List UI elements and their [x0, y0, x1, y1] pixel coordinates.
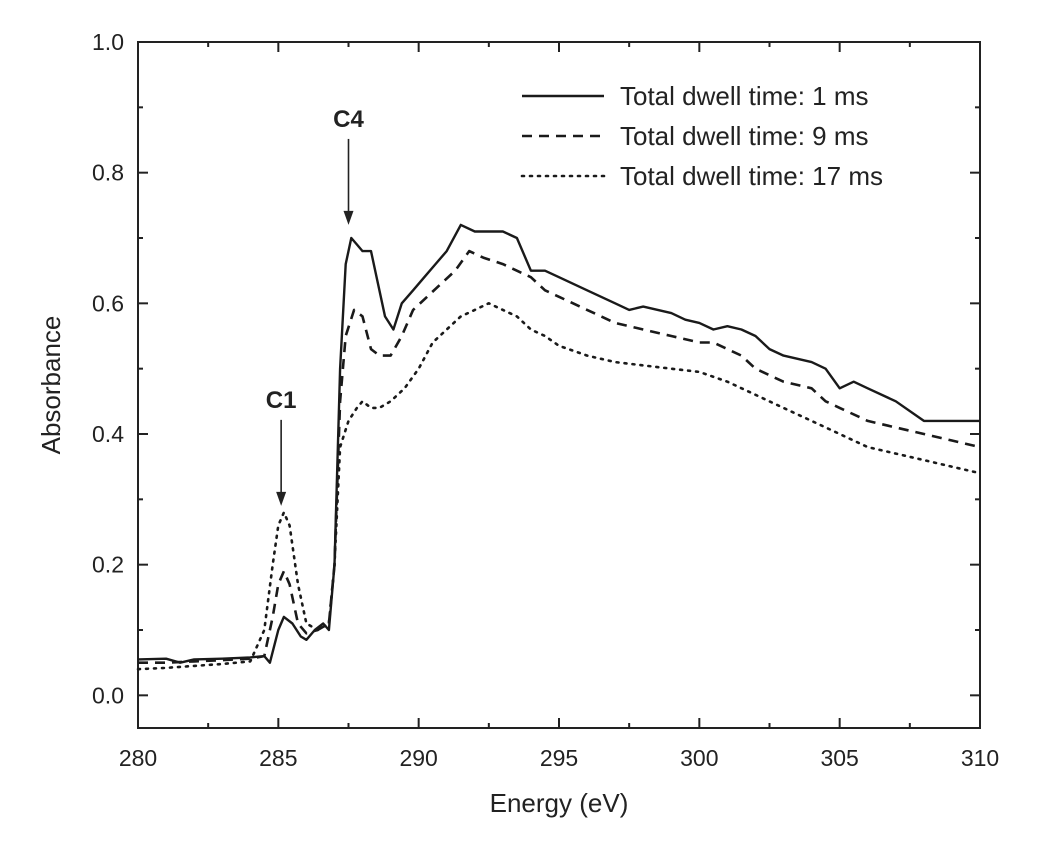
- x-tick-label: 290: [399, 745, 437, 771]
- y-tick-label: 0.4: [92, 421, 124, 447]
- x-axis-ticks: 280 285 290 295 300 305 310: [119, 42, 999, 771]
- x-tick-label: 305: [820, 745, 858, 771]
- annotation-label: C1: [266, 387, 297, 414]
- annotations: C1 C4: [266, 106, 364, 506]
- x-tick-label: 295: [540, 745, 578, 771]
- series-line-3: [136, 302, 982, 671]
- x-tick-label: 280: [119, 745, 157, 771]
- annotation-arrow-head: [276, 491, 287, 506]
- legend-label-3: Total dwell time: 17 ms: [620, 161, 883, 191]
- x-tick-label: 300: [680, 745, 718, 771]
- y-tick-label: 0.0: [92, 682, 124, 708]
- legend-label-1: Total dwell time: 1 ms: [620, 81, 869, 111]
- annotation-arrow-head: [343, 210, 354, 225]
- legend-label-2: Total dwell time: 9 ms: [620, 121, 869, 151]
- y-axis-title: Absorbance: [36, 316, 66, 455]
- legend: Total dwell time: 1 ms Total dwell time: …: [520, 81, 883, 191]
- series-line-1: [137, 223, 980, 664]
- x-tick-label: 310: [961, 745, 999, 771]
- y-tick-label: 0.2: [92, 552, 124, 578]
- series-layer: [136, 223, 982, 671]
- y-tick-label: 0.8: [92, 160, 124, 186]
- x-tick-label: 285: [259, 745, 297, 771]
- x-axis-title: Energy (eV): [490, 788, 629, 818]
- series-line-2: [138, 249, 981, 664]
- annotation-label: C4: [333, 106, 364, 133]
- y-axis-ticks: 0.0 0.2 0.4 0.6 0.8 1.0: [92, 29, 980, 708]
- y-tick-label: 0.6: [92, 290, 124, 316]
- y-tick-label: 1.0: [92, 29, 124, 55]
